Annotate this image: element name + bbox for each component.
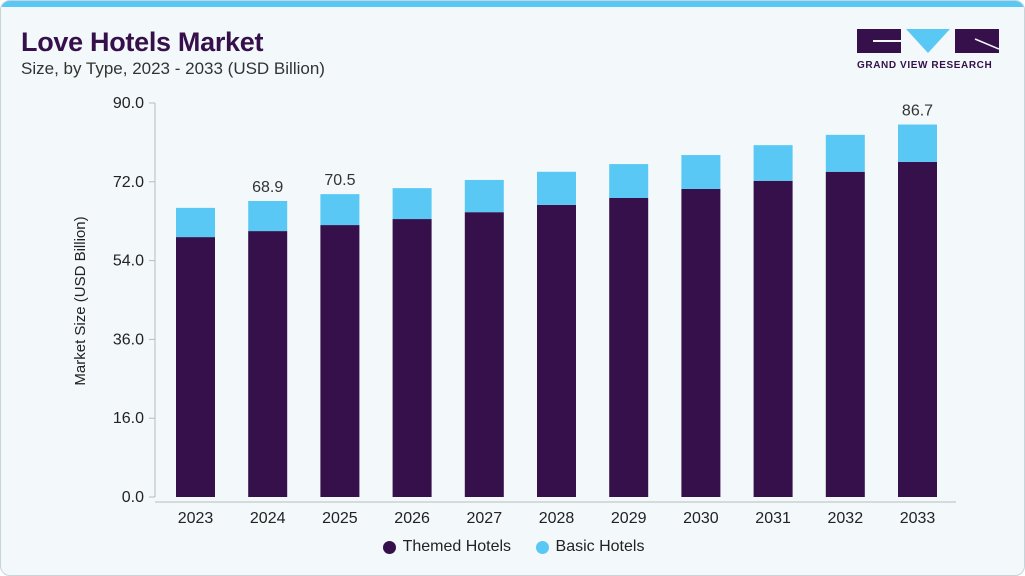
x-tick-label: 2024 — [250, 510, 286, 527]
bar-themed-2024 — [248, 231, 288, 497]
x-tick-label: 2023 — [178, 510, 214, 527]
x-tick-label: 2029 — [611, 510, 647, 527]
legend: Themed Hotels Basic Hotels — [1, 538, 1024, 559]
bar-themed-2032 — [825, 171, 865, 498]
bar-themed-2033 — [898, 161, 937, 498]
bar-basic-2030 — [681, 155, 721, 189]
y-tick-label: 0.0 — [122, 489, 144, 506]
bar-basic-2033 — [898, 124, 937, 162]
bar-basic-2026 — [392, 188, 432, 220]
bar-themed-2023 — [176, 237, 215, 498]
bar-themed-2025 — [320, 225, 360, 497]
y-tick-label: 36.0 — [113, 331, 144, 348]
bar-themed-2026 — [392, 219, 432, 497]
bar-basic-2031 — [753, 145, 793, 181]
grand-view-research-logo — [857, 29, 999, 53]
bar-themed-2030 — [681, 188, 721, 497]
data-label-2024: 68.9 — [252, 179, 283, 196]
x-tick-label: 2032 — [828, 510, 864, 527]
legend-dot-themed — [382, 540, 396, 554]
legend-dot-basic — [535, 540, 549, 554]
x-tick-label: 2025 — [322, 510, 358, 527]
legend-label-basic: Basic Hotels — [555, 538, 645, 555]
x-tick-label: 2030 — [683, 510, 719, 527]
bar-basic-2025 — [320, 194, 360, 226]
y-tick-label: 16.0 — [113, 410, 144, 427]
y-tick-label: 72.0 — [113, 174, 144, 191]
bar-basic-2024 — [248, 201, 288, 232]
chart-subtitle: Size, by Type, 2023 - 2033 (USD Billion) — [21, 59, 325, 78]
chart-title: Love Hotels Market — [21, 27, 264, 57]
y-tick-label: 54.0 — [113, 253, 144, 270]
bar-themed-2027 — [464, 212, 504, 497]
x-tick-label: 2028 — [539, 510, 575, 527]
data-label-2033: 86.7 — [902, 103, 933, 120]
bar-themed-2028 — [537, 204, 576, 497]
legend-label-themed: Themed Hotels — [402, 538, 512, 555]
bar-basic-2023 — [176, 207, 215, 238]
x-tick-label: 2031 — [755, 510, 791, 527]
top-accent-bar — [1, 1, 1024, 7]
x-tick-label: 2027 — [467, 510, 503, 527]
bar-basic-2032 — [825, 134, 865, 172]
x-tick-label: 2033 — [900, 510, 936, 527]
logo-text: GRAND VIEW RESEARCH — [857, 60, 993, 71]
bar-themed-2031 — [753, 180, 793, 498]
bar-basic-2029 — [609, 164, 649, 198]
x-tick-label: 2026 — [394, 510, 430, 527]
bar-themed-2029 — [609, 197, 649, 497]
data-label-2025: 70.5 — [324, 172, 355, 189]
y-tick-label: 90.0 — [113, 95, 144, 112]
bar-basic-2028 — [537, 171, 576, 205]
legend-item-themed: Themed Hotels — [382, 538, 512, 556]
bar-basic-2027 — [464, 179, 504, 213]
y-axis-label: Market Size (USD Billion) — [72, 216, 89, 385]
legend-item-basic: Basic Hotels — [535, 538, 645, 556]
